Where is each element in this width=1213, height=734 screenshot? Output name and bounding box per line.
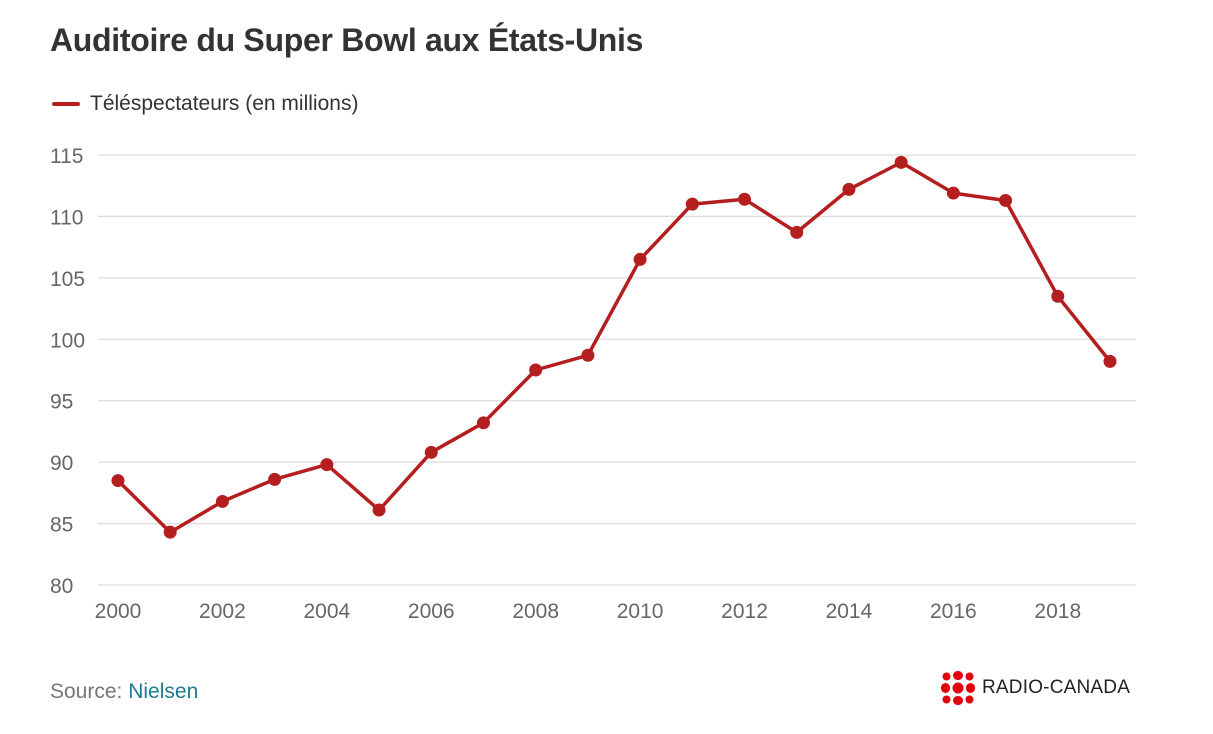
x-tick-label: 2016 xyxy=(930,600,977,623)
x-axis-ticks: 2000 2002 2004 2006 2008 2010 2012 2014 2016 2018 xyxy=(95,600,1082,623)
radio-canada-gem-icon xyxy=(941,671,975,705)
source-label: Source: xyxy=(50,680,123,703)
y-tick-label: 80 xyxy=(50,575,73,598)
data-point xyxy=(163,525,177,539)
data-point xyxy=(685,197,699,211)
x-tick-label: 2002 xyxy=(199,600,246,623)
y-tick-label: 115 xyxy=(50,145,83,168)
brand-logo: RADIO-CANADA xyxy=(940,670,1130,706)
series-viewers xyxy=(116,160,1112,534)
chart-title: Auditoire du Super Bowl aux États-Unis xyxy=(50,22,644,58)
data-point xyxy=(738,192,752,206)
data-point xyxy=(633,252,647,266)
x-tick-label: 2014 xyxy=(826,600,873,623)
data-point xyxy=(320,458,334,472)
x-tick-label: 2018 xyxy=(1034,600,1081,623)
data-point xyxy=(268,472,282,486)
data-point xyxy=(790,225,804,239)
data-point xyxy=(894,155,908,169)
x-tick-label: 2010 xyxy=(617,600,664,623)
legend: Téléspectateurs (en millions) xyxy=(52,92,358,116)
x-tick-label: 2012 xyxy=(721,600,768,623)
data-point xyxy=(424,445,438,459)
source-link[interactable]: Nielsen xyxy=(128,680,199,703)
data-point xyxy=(111,474,125,488)
brand-name: RADIO-CANADA xyxy=(982,677,1131,698)
y-tick-label: 100 xyxy=(50,329,85,352)
data-point xyxy=(842,182,856,196)
gridlines xyxy=(98,154,1136,586)
data-points xyxy=(111,155,1117,539)
x-tick-label: 2006 xyxy=(408,600,455,623)
x-tick-label: 2000 xyxy=(95,600,142,623)
y-tick-label: 105 xyxy=(50,268,85,291)
x-tick-label: 2004 xyxy=(303,600,350,623)
data-point xyxy=(946,186,960,200)
y-axis-ticks: 80 85 90 95 100 105 110 115 xyxy=(50,145,85,598)
y-tick-label: 85 xyxy=(50,514,73,537)
source-note: Source: Nielsen xyxy=(50,680,198,704)
series-line xyxy=(116,160,1112,534)
data-point xyxy=(1103,354,1117,368)
data-point xyxy=(581,348,595,362)
y-tick-label: 95 xyxy=(50,391,73,414)
x-tick-label: 2008 xyxy=(512,600,559,623)
data-point xyxy=(529,363,543,377)
legend-swatch xyxy=(52,102,80,106)
legend-label: Téléspectateurs (en millions) xyxy=(90,92,359,115)
data-point xyxy=(999,193,1013,207)
data-point xyxy=(1051,289,1065,303)
y-tick-label: 110 xyxy=(50,206,83,229)
data-point xyxy=(215,494,229,508)
y-tick-label: 90 xyxy=(50,452,73,475)
data-point xyxy=(476,416,490,430)
data-point xyxy=(372,503,386,517)
